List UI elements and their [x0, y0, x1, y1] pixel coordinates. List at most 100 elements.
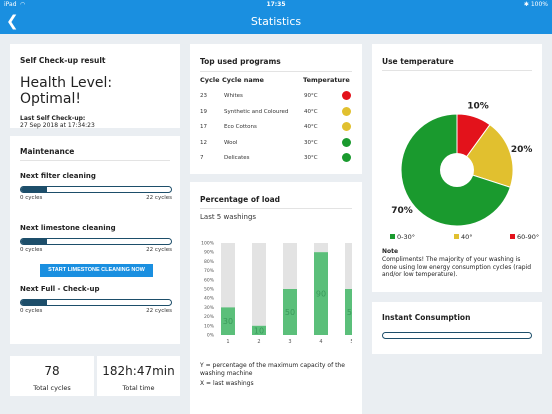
top-programs-card: Top used programs Cycle Cycle name Tempe…: [190, 44, 362, 174]
total-cycles-value: 78: [44, 364, 60, 378]
device-label: iPad: [4, 1, 17, 8]
cycle-temp: 30°C: [304, 139, 318, 146]
total-time-card: 182h:47min Total time: [97, 356, 180, 396]
legend-swatch: [454, 234, 459, 239]
back-chevron-icon[interactable]: ❮: [6, 12, 19, 30]
total-cycles-label: Total cycles: [33, 384, 71, 392]
bar: [252, 325, 266, 335]
bar-track: [252, 243, 266, 335]
y-tick-label: 60%: [204, 277, 215, 283]
bar: [221, 307, 235, 335]
pie-center-hole: [440, 153, 474, 187]
total-time-value: 182h:47min: [102, 364, 175, 378]
legend-swatch: [390, 234, 395, 239]
temperature-card: Use temperature 10% 20% 70% 0-30° 40° 60-90°…: [372, 44, 542, 292]
maintenance-title: Maintenance: [20, 147, 75, 156]
y-tick-label: 50%: [204, 287, 215, 293]
load-caption-y: Y = percentage of the maximum capacity o…: [200, 362, 345, 377]
limestone-cleaning-progress: [20, 238, 172, 245]
y-tick-label: 70%: [204, 268, 215, 274]
top-programs-rows: 23 Whites 90°C 19 Synthetic and Coloured 40°C…: [200, 89, 360, 169]
bar: [283, 289, 297, 335]
load-card: Percentage of load Last 5 washings 0% 10%…: [190, 182, 362, 414]
top-programs-divider: [200, 71, 352, 72]
filter-cleaning-label: Next filter cleaning: [20, 172, 96, 180]
full-checkup-progress: [20, 299, 172, 306]
top-programs-title: Top used programs: [200, 57, 281, 66]
status-time: 17:35: [266, 1, 286, 8]
full-checkup-label: Next Full - Check-up: [20, 285, 100, 293]
limestone-max: 22 cycles: [146, 247, 172, 253]
cycle-temp: 30°C: [304, 155, 318, 161]
last-checkup-label: Last Self Check-up:: [20, 115, 86, 122]
cycle-name: Eco Cottons: [224, 124, 257, 130]
load-divider: [200, 208, 352, 209]
full-checkup-item: Next Full - Check-up 0 cycles 22 cycles: [20, 285, 172, 314]
cycle-temp: 90°C: [304, 93, 318, 99]
temperature-pie-chart: 10% 20% 70%: [391, 101, 533, 227]
pie-slice-label: 70%: [391, 206, 413, 216]
full-checkup-max: 22 cycles: [146, 308, 172, 314]
col-temp-header: Temperature: [303, 76, 350, 84]
cycle-count: 19: [200, 108, 207, 115]
battery-status: ✱ 100%: [523, 1, 548, 8]
filter-cleaning-progress: [20, 186, 172, 193]
x-tick-label: 1: [226, 339, 229, 345]
table-row: 7 Delicates 30°C: [200, 151, 360, 167]
total-time-label: Total time: [122, 384, 155, 392]
legend-label: 0-30°: [397, 233, 416, 241]
temperature-dot: [342, 106, 351, 116]
self-checkup-title: Self Check-up result: [20, 56, 106, 65]
table-row: 19 Synthetic and Coloured 40°C: [200, 105, 360, 121]
temperature-dot: [342, 122, 351, 131]
instant-consumption-title: Instant Consumption: [382, 313, 471, 322]
cycle-count: 17: [200, 124, 207, 130]
instant-consumption-card: Instant Consumption: [372, 302, 542, 354]
bar: [314, 252, 328, 335]
filter-cleaning-item: Next filter cleaning 0 cycles 22 cycles: [20, 172, 172, 201]
pie-slice-label: 20%: [511, 145, 533, 155]
bar-value-label: 50: [347, 308, 352, 317]
self-checkup-card: Self Check-up result Health Level: Optim…: [10, 44, 180, 129]
legend-item: 0-30°: [390, 233, 415, 241]
filter-min: 0 cycles: [20, 195, 43, 201]
legend-swatch: [510, 234, 515, 239]
x-tick-label: 4: [319, 339, 322, 345]
page-title: Statistics: [250, 15, 302, 28]
start-limestone-cleaning-button[interactable]: START LIMESTONE CLEANING NOW: [40, 264, 153, 277]
note-title: Note: [382, 248, 399, 255]
table-row: 17 Eco Cottons 40°C: [200, 120, 360, 136]
legend-item: 60-90°: [510, 233, 539, 241]
bar-value-label: 10: [254, 326, 264, 335]
load-bar-chart: 0% 10% 20% 30% 40% 50% 60% 70% 80% 90% 100% 30 1 10 2 5…: [201, 241, 352, 345]
last-checkup-value: 27 Sep 2018 at 17:34:23: [20, 122, 95, 129]
limestone-cleaning-item: Next limestone cleaning 0 cycles 22 cycle…: [20, 224, 172, 253]
x-tick-label: 5: [350, 339, 352, 345]
temperature-dot: [342, 137, 351, 147]
y-tick-label: 100%: [201, 241, 215, 247]
bar-value-label: 30: [223, 317, 233, 326]
note-text: Compliments! The majority of your washin…: [382, 256, 532, 278]
limestone-min: 0 cycles: [20, 247, 43, 253]
cycle-count: 23: [200, 93, 207, 99]
load-title: Percentage of load: [200, 195, 281, 204]
bar-value-label: 90: [316, 290, 326, 299]
legend-item: 40°: [454, 233, 473, 241]
x-tick-label: 2: [257, 339, 260, 345]
cycle-name: Wool: [224, 139, 238, 146]
temperature-legend: 0-30° 40° 60-90°: [382, 233, 539, 243]
col-cycle-header: Cycle: [200, 76, 220, 84]
y-tick-label: 20%: [204, 314, 215, 320]
cycle-name: Delicates: [224, 155, 250, 161]
y-tick-label: 0%: [207, 333, 215, 339]
status-bar: iPad ◠ 17:35 ✱ 100%: [0, 0, 552, 10]
y-tick-label: 40%: [204, 296, 215, 302]
legend-label: 40°: [461, 233, 473, 241]
health-level: Health Level: Optimal!: [20, 75, 113, 107]
cycle-count: 7: [200, 155, 204, 161]
total-cycles-card: 78 Total cycles: [10, 356, 94, 396]
y-tick-label: 90%: [204, 250, 215, 256]
filter-max: 22 cycles: [146, 195, 172, 201]
wifi-icon: ◠: [20, 1, 26, 8]
nav-bar: ❮ Statistics: [0, 10, 552, 34]
